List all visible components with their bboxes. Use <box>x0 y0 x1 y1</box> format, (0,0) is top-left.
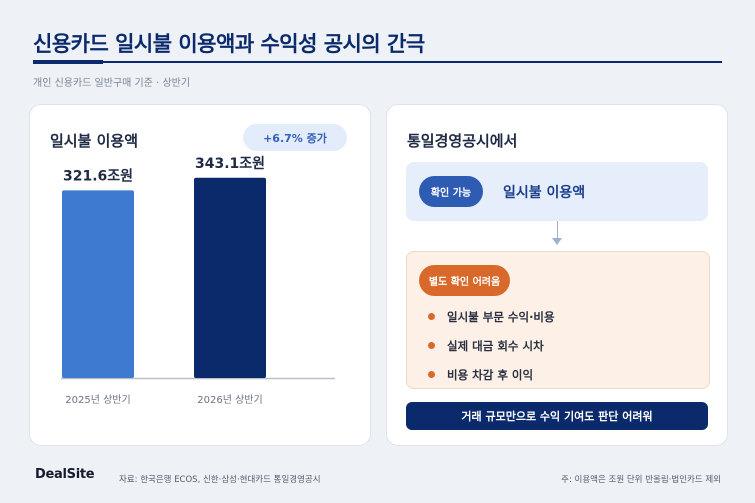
bar-chart: 321.6조원 2025년 상반기 343.1조원 2026년 상반기 <box>61 156 335 406</box>
brand-logo: DealSite <box>35 467 95 482</box>
chart-card-title: 일시불 이용액 <box>50 132 139 150</box>
bar-2 <box>194 177 266 378</box>
source-note: 자료: 한국은행 ECOS, 신한·삼성·현대카드 통일경영공시 <box>119 475 321 485</box>
disclosure-card: 통일경영공시에서 확인 가능 일시불 이용액 별도 확인 어려움 일시불 부문 … <box>386 104 728 446</box>
usage-chart-card: 일시불 이용액 +6.7% 증가 321.6조원 2025년 상반기 343.1조원… <box>29 104 371 446</box>
bullet-item: 일시불 부문 수익·비용 <box>428 309 555 325</box>
bar-1 <box>62 190 134 378</box>
page-title: 신용카드 일시불 이용액과 수익성 공시의 간극 <box>33 32 425 56</box>
bullet-text: 실제 대금 회수 시차 <box>447 339 544 353</box>
separate-check-pill: 별도 확인 어려움 <box>419 265 510 296</box>
footnote: 주: 이용액은 조원 단위 반올림·법인카드 제외 <box>561 475 721 485</box>
hard-to-confirm-box: 별도 확인 어려움 일시불 부문 수익·비용 실제 대금 회수 시차 비용 차감… <box>406 251 710 389</box>
title-divider <box>33 61 722 63</box>
conclusion-banner: 거래 규모만으로 수익 기여도 판단 어려워 <box>406 402 708 430</box>
bullet-item: 실제 대금 회수 시차 <box>428 338 544 354</box>
down-arrow-line <box>557 221 558 240</box>
page-subtitle: 개인 신용카드 일반구매 기준 · 상반기 <box>33 78 191 89</box>
bullet-dot-icon <box>428 342 435 349</box>
confirmable-item: 일시불 이용액 <box>503 185 586 201</box>
title-divider-accent <box>33 60 103 64</box>
confirm-pill: 확인 가능 <box>419 176 483 207</box>
x-tick-label: 2026년 상반기 <box>197 394 262 406</box>
bullet-text: 비용 차감 후 이익 <box>447 368 534 382</box>
disclosure-card-title: 통일경영공시에서 <box>407 132 518 150</box>
bullet-dot-icon <box>428 313 435 320</box>
confirmable-box: 확인 가능 일시불 이용액 <box>406 162 708 221</box>
bar-value-label: 343.1조원 <box>195 156 265 172</box>
bullet-text: 일시불 부문 수익·비용 <box>447 310 555 324</box>
bullet-dot-icon <box>428 371 435 378</box>
increase-badge: +6.7% 증가 <box>243 124 347 151</box>
bullet-item: 비용 차감 후 이익 <box>428 367 533 383</box>
x-tick-label: 2025년 상반기 <box>65 394 130 406</box>
bar-value-label: 321.6조원 <box>63 168 133 184</box>
down-arrow-icon <box>552 238 562 245</box>
